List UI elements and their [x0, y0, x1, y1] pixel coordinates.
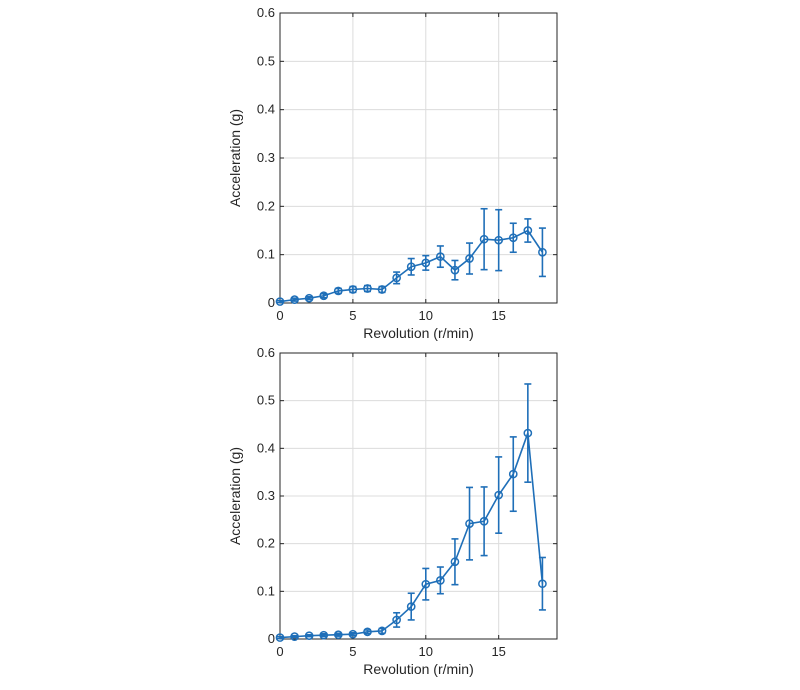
data-point [377, 285, 387, 294]
data-point [363, 627, 372, 637]
data-point [304, 293, 314, 303]
data-point [275, 297, 285, 306]
error-bar [480, 486, 488, 557]
data-point [465, 254, 474, 263]
y-tick-label: 0.2 [257, 198, 275, 213]
error-bar [524, 218, 532, 243]
data-point [523, 428, 533, 438]
data-point [450, 265, 460, 275]
x-axis-label: Revolution (r/min) [363, 661, 473, 677]
y-axis-label: Acceleration (g) [227, 447, 243, 545]
data-point [304, 631, 314, 641]
y-tick-label: 0.1 [257, 247, 275, 262]
data-point [275, 633, 285, 642]
error-bar [407, 257, 415, 276]
data-point [392, 273, 401, 283]
error-bar [436, 245, 444, 269]
data-point [508, 469, 518, 479]
error-bar [495, 208, 503, 272]
y-tick-label: 0.2 [257, 536, 275, 551]
error-bar [538, 556, 546, 611]
error-bar [509, 436, 517, 513]
y-tick-label: 0.6 [257, 5, 275, 20]
data-point [406, 262, 416, 272]
x-tick-label: 10 [419, 644, 433, 659]
data-point [436, 252, 445, 261]
error-bar [422, 567, 430, 601]
y-tick-label: 0.3 [257, 488, 275, 503]
error-bar [276, 635, 284, 640]
y-axis-label: Acceleration (g) [227, 109, 243, 207]
data-point [363, 284, 372, 293]
data-point [479, 516, 489, 526]
data-point [494, 235, 504, 245]
data-point [319, 291, 329, 301]
data-point [538, 579, 547, 589]
error-bar [320, 632, 328, 638]
data-point [450, 557, 460, 567]
data-point [333, 630, 343, 640]
error-bar [436, 566, 444, 595]
y-tick-label: 0.4 [257, 440, 275, 455]
error-bar [451, 538, 459, 586]
data-point [494, 490, 504, 500]
error-bar [480, 207, 488, 271]
error-bar [524, 383, 532, 483]
x-axis-label: Revolution (r/min) [363, 325, 473, 341]
error-bar [291, 297, 299, 302]
data-point [538, 247, 547, 257]
x-tick-label: 5 [349, 644, 356, 659]
error-bar [495, 456, 503, 534]
data-point [290, 632, 299, 641]
x-tick-label: 0 [276, 308, 283, 323]
error-bar [451, 259, 459, 281]
x-tick-label: 5 [349, 308, 356, 323]
error-bar [291, 634, 299, 639]
x-tick-label: 0 [276, 644, 283, 659]
error-bar [422, 254, 430, 271]
error-bar [509, 222, 517, 254]
y-tick-label: 0.4 [257, 102, 275, 117]
y-tick-label: 0.1 [257, 583, 275, 598]
data-point [436, 576, 445, 585]
data-point [348, 629, 358, 639]
y-tick-label: 0.5 [257, 393, 275, 408]
error-bar [305, 295, 313, 301]
y-tick-label: 0 [268, 631, 275, 646]
error-bar [407, 592, 415, 621]
data-point [406, 602, 416, 611]
data-point [333, 286, 343, 296]
data-point [392, 615, 401, 625]
data-point [319, 630, 329, 640]
top-chart-panel: 0 5 10 15 0 0.1 0.2 0.3 0.4 0.5 0.6 Revolution (r/m… [227, 5, 558, 341]
error-bar [466, 242, 474, 275]
y-tick-label: 0.3 [257, 150, 275, 165]
x-tick-label: 15 [491, 644, 505, 659]
data-point [465, 519, 474, 528]
data-point [523, 226, 533, 235]
y-tick-label: 0.5 [257, 53, 275, 68]
x-tick-label: 10 [419, 308, 433, 323]
error-bar [305, 633, 313, 638]
error-bar [538, 227, 546, 278]
data-point [377, 626, 387, 636]
x-tick-label: 15 [491, 308, 505, 323]
data-point [348, 285, 358, 294]
error-bar [276, 299, 284, 304]
error-bar [334, 632, 342, 637]
data-point [290, 295, 299, 304]
error-bar [393, 611, 401, 628]
y-tick-label: 0 [268, 295, 275, 310]
error-bar [466, 486, 474, 561]
y-tick-label: 0.6 [257, 345, 275, 360]
bottom-chart-panel: 0 5 10 15 0 0.1 0.2 0.3 0.4 0.5 0.6 Revolution (r/m… [227, 345, 558, 677]
data-point [421, 579, 431, 589]
data-point [508, 233, 518, 243]
error-bar [363, 629, 371, 635]
data-point [479, 234, 489, 244]
error-bar [349, 632, 357, 637]
data-point [421, 258, 431, 268]
